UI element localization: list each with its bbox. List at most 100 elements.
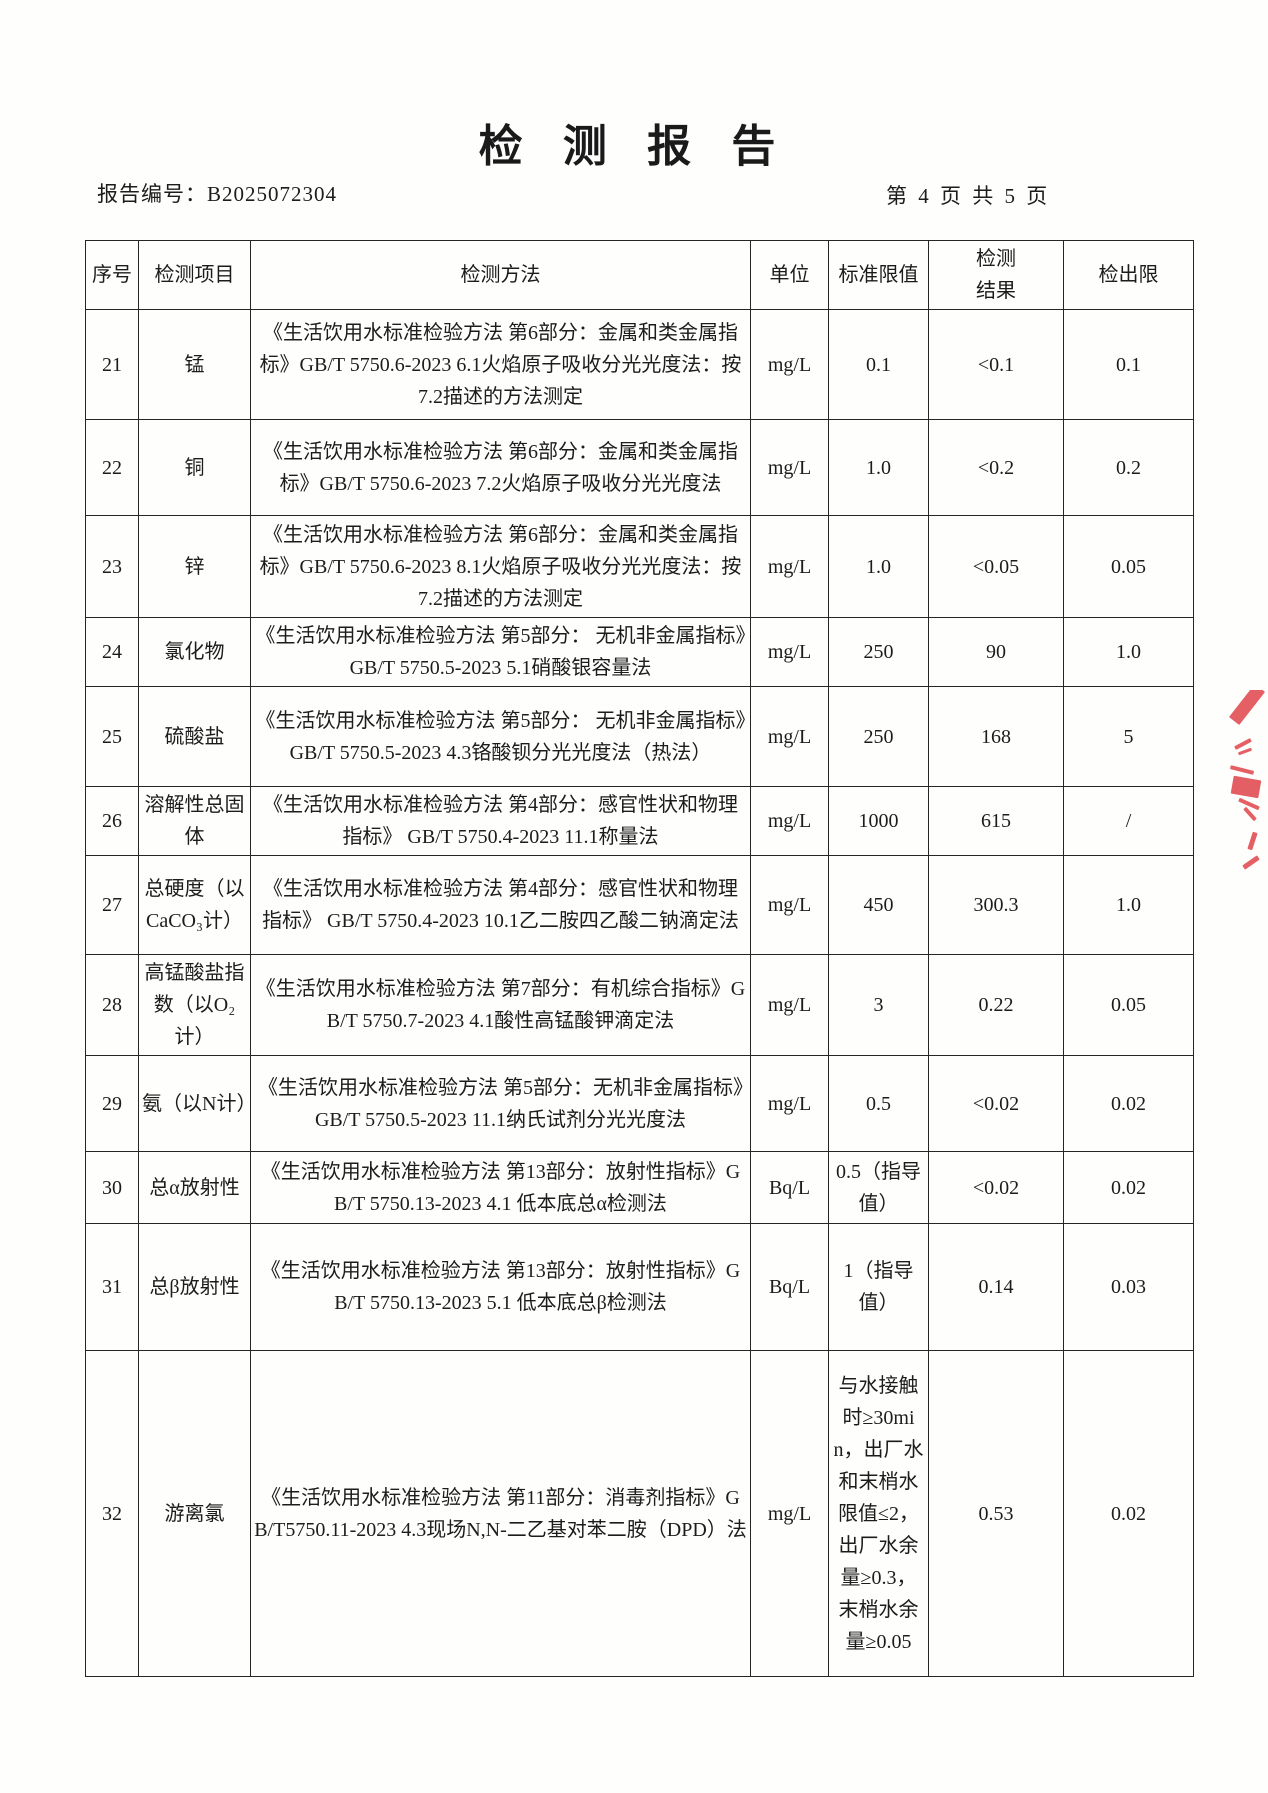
- cell-item: 硫酸盐: [138, 686, 251, 787]
- cell-method: 《生活饮用水标准检验方法 第6部分：金属和类金属指标》GB/T 5750.6-2…: [250, 515, 751, 618]
- cell-no: 26: [85, 786, 139, 856]
- cell-limit: 1.0: [828, 515, 929, 618]
- cell-no: 25: [85, 686, 139, 787]
- table-header-row: 序号 检测项目 检测方法 单位 标准限值 检测 结果 检出限: [85, 240, 1194, 310]
- table-row: 31 总β放射性 《生活饮用水标准检验方法 第13部分：放射性指标》GB/T 5…: [85, 1223, 1194, 1351]
- cell-detection-limit: 0.1: [1063, 309, 1194, 420]
- cell-method: 《生活饮用水标准检验方法 第5部分： 无机非金属指标》GB/T 5750.5-2…: [250, 686, 751, 787]
- report-number-label: 报告编号：: [97, 182, 207, 206]
- cell-no: 23: [85, 515, 139, 618]
- cell-method: 《生活饮用水标准检验方法 第4部分：感官性状和物理指标》 GB/T 5750.4…: [250, 786, 751, 856]
- red-stamp-fragment: [1208, 690, 1268, 885]
- cell-unit: mg/L: [750, 1055, 829, 1152]
- cell-unit: mg/L: [750, 617, 829, 687]
- cell-unit: mg/L: [750, 954, 829, 1056]
- table-row: 26 溶解性总固体 《生活饮用水标准检验方法 第4部分：感官性状和物理指标》 G…: [85, 786, 1194, 856]
- cell-method: 《生活饮用水标准检验方法 第7部分：有机综合指标》GB/T 5750.7-202…: [250, 954, 751, 1056]
- cell-result: 615: [928, 786, 1064, 856]
- cell-limit: 250: [828, 617, 929, 687]
- cell-detection-limit: 0.02: [1063, 1151, 1194, 1224]
- cell-result: 300.3: [928, 855, 1064, 955]
- cell-detection-limit: 0.05: [1063, 954, 1194, 1056]
- cell-detection-limit: /: [1063, 786, 1194, 856]
- cell-no: 29: [85, 1055, 139, 1152]
- cell-result: <0.02: [928, 1055, 1064, 1152]
- cell-method: 《生活饮用水标准检验方法 第13部分：放射性指标》GB/T 5750.13-20…: [250, 1223, 751, 1351]
- cell-no: 28: [85, 954, 139, 1056]
- cell-result: 0.14: [928, 1223, 1064, 1351]
- cell-limit: 3: [828, 954, 929, 1056]
- cell-unit: mg/L: [750, 855, 829, 955]
- table-row: 21 锰 《生活饮用水标准检验方法 第6部分：金属和类金属指标》GB/T 575…: [85, 309, 1194, 420]
- cell-detection-limit: 1.0: [1063, 617, 1194, 687]
- cell-detection-limit: 0.02: [1063, 1350, 1194, 1677]
- cell-method: 《生活饮用水标准检验方法 第4部分：感官性状和物理指标》 GB/T 5750.4…: [250, 855, 751, 955]
- cell-item: 总β放射性: [138, 1223, 251, 1351]
- cell-detection-limit: 0.03: [1063, 1223, 1194, 1351]
- cell-no: 22: [85, 419, 139, 516]
- cell-item: 锌: [138, 515, 251, 618]
- cell-limit: 1000: [828, 786, 929, 856]
- cell-detection-limit: 0.2: [1063, 419, 1194, 516]
- cell-unit: mg/L: [750, 309, 829, 420]
- col-header-unit: 单位: [750, 240, 829, 310]
- cell-unit: mg/L: [750, 1350, 829, 1677]
- stamp-stroke: [1243, 806, 1257, 822]
- cell-limit: 0.1: [828, 309, 929, 420]
- cell-limit: 1.0: [828, 419, 929, 516]
- report-number-value: B2025072304: [207, 182, 338, 206]
- cell-method: 《生活饮用水标准检验方法 第5部分：无机非金属指标》GB/T 5750.5-20…: [250, 1055, 751, 1152]
- table-row: 23 锌 《生活饮用水标准检验方法 第6部分：金属和类金属指标》GB/T 575…: [85, 515, 1194, 618]
- table-row: 22 铜 《生活饮用水标准检验方法 第6部分：金属和类金属指标》GB/T 575…: [85, 419, 1194, 516]
- cell-item: 总α放射性: [138, 1151, 251, 1224]
- cell-limit: 1（指导值）: [828, 1223, 929, 1351]
- cell-no: 27: [85, 855, 139, 955]
- table-row: 24 氯化物 《生活饮用水标准检验方法 第5部分： 无机非金属指标》GB/T 5…: [85, 617, 1194, 687]
- stamp-stroke: [1247, 831, 1258, 851]
- cell-item: 溶解性总固体: [138, 786, 251, 856]
- col-header-limit: 标准限值: [828, 240, 929, 310]
- cell-unit: mg/L: [750, 686, 829, 787]
- cell-item: 高锰酸盐指数（以O₂计）: [138, 954, 251, 1056]
- table-row: 29 氨（以N计） 《生活饮用水标准检验方法 第5部分：无机非金属指标》GB/T…: [85, 1055, 1194, 1152]
- cell-method: 《生活饮用水标准检验方法 第13部分：放射性指标》GB/T 5750.13-20…: [250, 1151, 751, 1224]
- col-header-item: 检测项目: [138, 240, 251, 310]
- cell-detection-limit: 0.02: [1063, 1055, 1194, 1152]
- table-row: 28 高锰酸盐指数（以O₂计） 《生活饮用水标准检验方法 第7部分：有机综合指标…: [85, 954, 1194, 1056]
- page-indicator: 第 4 页 共 5 页: [886, 184, 1051, 208]
- stamp-stroke: [1230, 775, 1262, 799]
- results-table: 序号 检测项目 检测方法 单位 标准限值 检测 结果 检出限 21 锰 《生活饮…: [85, 240, 1194, 1677]
- cell-unit: Bq/L: [750, 1223, 829, 1351]
- table-row: 27 总硬度（以CaCO₃计） 《生活饮用水标准检验方法 第4部分：感官性状和物…: [85, 855, 1194, 955]
- cell-method: 《生活饮用水标准检验方法 第11部分：消毒剂指标》GB/T5750.11-202…: [250, 1350, 751, 1677]
- table-row: 25 硫酸盐 《生活饮用水标准检验方法 第5部分： 无机非金属指标》GB/T 5…: [85, 686, 1194, 787]
- cell-result: <0.02: [928, 1151, 1064, 1224]
- cell-result: <0.1: [928, 309, 1064, 420]
- cell-result: <0.2: [928, 419, 1064, 516]
- col-header-method: 检测方法: [250, 240, 751, 310]
- stamp-stroke: [1238, 797, 1260, 811]
- cell-limit: 0.5（指导值）: [828, 1151, 929, 1224]
- stamp-stroke: [1234, 738, 1252, 750]
- cell-no: 21: [85, 309, 139, 420]
- stamp-stroke: [1229, 765, 1255, 775]
- cell-no: 31: [85, 1223, 139, 1351]
- cell-item: 锰: [138, 309, 251, 420]
- cell-limit: 0.5: [828, 1055, 929, 1152]
- cell-item: 铜: [138, 419, 251, 516]
- col-header-no: 序号: [85, 240, 139, 310]
- cell-method: 《生活饮用水标准检验方法 第6部分：金属和类金属指标》GB/T 5750.6-2…: [250, 419, 751, 516]
- cell-unit: mg/L: [750, 419, 829, 516]
- table-row: 32 游离氯 《生活饮用水标准检验方法 第11部分：消毒剂指标》GB/T5750…: [85, 1350, 1194, 1677]
- page-title: 检 测 报 告: [478, 122, 790, 171]
- cell-limit: 与水接触时≥30min，出厂水和末梢水限值≤2，出厂水余量≥0.3，末梢水余量≥…: [828, 1350, 929, 1677]
- cell-detection-limit: 0.05: [1063, 515, 1194, 618]
- cell-method: 《生活饮用水标准检验方法 第5部分： 无机非金属指标》GB/T 5750.5-2…: [250, 617, 751, 687]
- cell-no: 30: [85, 1151, 139, 1224]
- col-header-detection-limit: 检出限: [1063, 240, 1194, 310]
- table-row: 30 总α放射性 《生活饮用水标准检验方法 第13部分：放射性指标》GB/T 5…: [85, 1151, 1194, 1224]
- cell-item: 氯化物: [138, 617, 251, 687]
- cell-result: 0.22: [928, 954, 1064, 1056]
- cell-result: <0.05: [928, 515, 1064, 618]
